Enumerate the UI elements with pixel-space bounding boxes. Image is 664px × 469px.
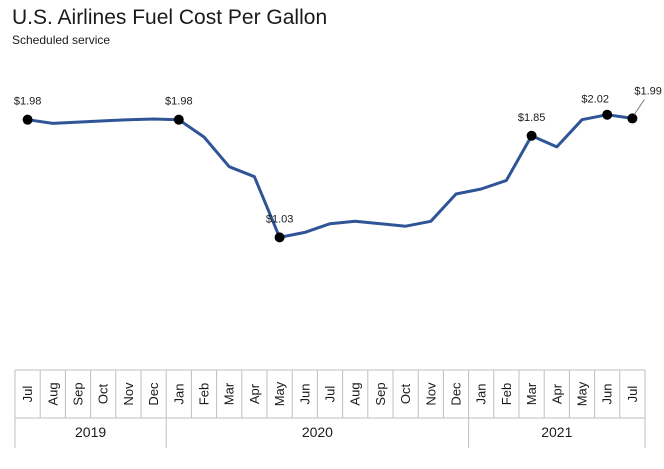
x-tick-label: Jul: [20, 386, 35, 403]
x-tick-label: Aug: [348, 382, 363, 405]
data-point-marker: [602, 109, 613, 120]
chart-subtitle: Scheduled service: [12, 33, 111, 47]
data-label: $1.98: [14, 96, 42, 108]
marker-layer: [22, 109, 638, 243]
x-tick-label: Apr: [247, 383, 262, 404]
year-label: 2020: [302, 424, 333, 440]
x-tick-label: May: [575, 381, 590, 406]
series-line: [26, 113, 634, 239]
x-tick-label: Oct: [398, 384, 413, 405]
data-point-marker: [22, 114, 33, 125]
x-tick-label: Aug: [45, 382, 60, 405]
x-tick-label: Jun: [297, 384, 312, 405]
year-label: 2019: [75, 424, 106, 440]
data-label: $1.03: [266, 213, 294, 225]
x-tick-label: Jul: [625, 386, 640, 403]
category-axis: Jul Aug Sep Oct Nov Dec Jan Feb Mar Apr May Jun Jul A…: [14, 369, 646, 448]
x-tick-label: May: [272, 381, 287, 406]
x-tick-label: Jun: [600, 384, 615, 405]
x-tick-label: Feb: [197, 383, 212, 405]
chart-title: U.S. Airlines Fuel Cost Per Gallon: [12, 6, 328, 29]
series-layer: [26, 113, 634, 239]
x-tick-label: Feb: [499, 383, 514, 405]
data-label: $1.98: [165, 96, 193, 108]
x-tick-label: Mar: [524, 382, 539, 405]
x-tick-label: Dec: [449, 382, 464, 406]
leader-line: [633, 99, 645, 115]
label-layer: $1.98 $1.98 $1.03 $1.85 $2.02 $1.99: [14, 85, 662, 225]
x-tick-label: Sep: [373, 382, 388, 405]
year-label: 2021: [541, 424, 572, 440]
x-tick-label: Nov: [121, 382, 136, 406]
data-label: $2.02: [581, 94, 609, 106]
data-point-marker: [627, 113, 638, 124]
x-tick-label: Nov: [423, 382, 438, 406]
x-tick-label: Mar: [222, 382, 237, 405]
data-point-marker: [173, 114, 184, 125]
x-tick-label: Jan: [171, 384, 186, 405]
x-tick-label: Jan: [474, 384, 489, 405]
data-label: $1.99: [634, 85, 662, 97]
data-label: $1.85: [518, 112, 546, 124]
x-tick-label: Jul: [323, 386, 338, 403]
x-tick-label: Oct: [96, 384, 111, 405]
x-tick-label: Dec: [146, 382, 161, 406]
x-tick-label: Apr: [549, 383, 564, 404]
x-tick-label: Sep: [71, 382, 86, 405]
data-point-marker: [526, 130, 537, 141]
data-point-marker: [274, 232, 285, 243]
